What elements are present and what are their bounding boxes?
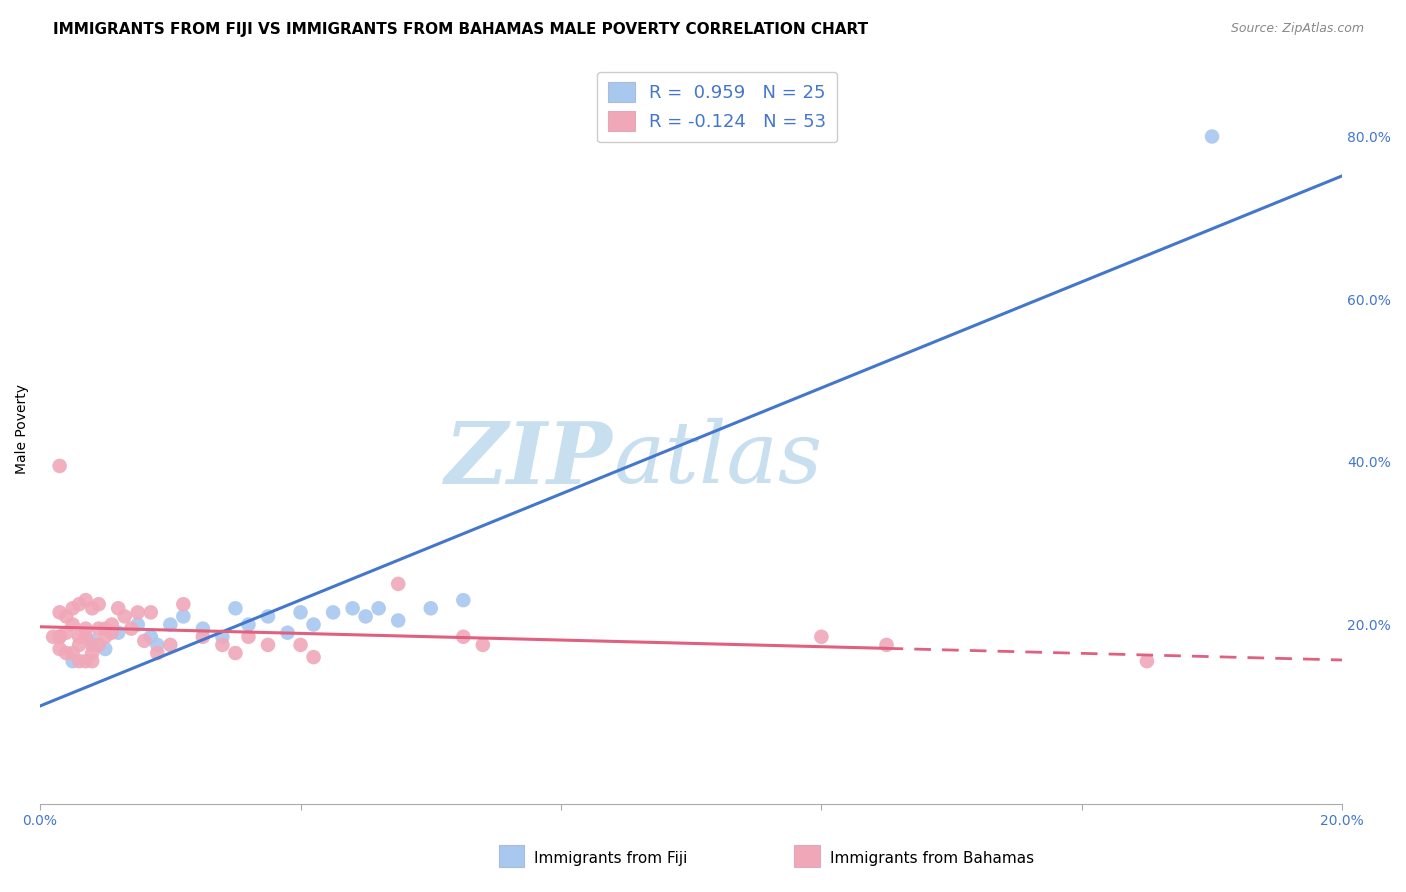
Point [82,601,104,615]
Point [55,625,77,640]
Point [75,622,97,636]
Point [87,622,110,636]
Point [62,654,84,668]
Point [146,638,169,652]
Point [342,601,364,615]
Point [67,597,90,611]
Point [127,617,149,632]
Point [257,609,280,624]
Point [67,654,90,668]
Point [290,638,312,652]
Point [257,638,280,652]
Point [387,614,409,628]
Point [224,601,246,615]
Point [94,642,117,657]
Point [876,638,898,652]
Point [82,633,104,648]
Point [100,617,122,632]
Point [48,458,70,473]
Point [354,609,377,624]
Point [322,606,344,620]
Text: Source: ZipAtlas.com: Source: ZipAtlas.com [1230,22,1364,36]
Point [159,617,181,632]
Point [94,630,117,644]
Point [139,630,162,644]
Point [67,638,90,652]
Point [82,646,104,660]
Point [191,630,214,644]
Point [453,593,475,607]
Point [48,606,70,620]
Point [75,593,97,607]
Point [387,577,409,591]
Text: atlas: atlas [613,418,823,500]
Point [107,601,129,615]
Point [127,606,149,620]
Point [75,630,97,644]
Point [82,638,104,652]
Point [55,609,77,624]
Point [471,638,494,652]
Point [810,630,832,644]
Text: Immigrants from Bahamas: Immigrants from Bahamas [830,851,1033,865]
Point [191,622,214,636]
Point [172,609,194,624]
Point [1201,129,1223,144]
Point [159,638,181,652]
Point [367,601,389,615]
Point [276,625,298,640]
Point [419,601,441,615]
Point [224,646,246,660]
Point [87,638,110,652]
Point [42,630,65,644]
Point [82,654,104,668]
Point [48,630,70,644]
Point [238,630,260,644]
Point [211,638,233,652]
Point [55,646,77,660]
Point [302,617,325,632]
Legend: R =  0.959   N = 25, R = -0.124   N = 53: R = 0.959 N = 25, R = -0.124 N = 53 [598,71,838,142]
Point [211,630,233,644]
Point [100,625,122,640]
Point [134,633,156,648]
Point [238,617,260,632]
Point [62,601,84,615]
Point [48,630,70,644]
Y-axis label: Male Poverty: Male Poverty [15,384,30,475]
Text: IMMIGRANTS FROM FIJI VS IMMIGRANTS FROM BAHAMAS MALE POVERTY CORRELATION CHART: IMMIGRANTS FROM FIJI VS IMMIGRANTS FROM … [53,22,869,37]
Point [87,597,110,611]
Point [94,622,117,636]
Text: ZIP: ZIP [446,417,613,501]
Point [107,625,129,640]
Point [146,646,169,660]
Point [302,650,325,665]
Point [139,606,162,620]
Point [67,630,90,644]
Point [172,597,194,611]
Point [453,630,475,644]
Point [62,646,84,660]
Text: Immigrants from Fiji: Immigrants from Fiji [534,851,688,865]
Point [114,609,136,624]
Point [75,654,97,668]
Point [120,622,142,636]
Point [290,606,312,620]
Point [62,617,84,632]
Point [1136,654,1159,668]
Point [48,642,70,657]
